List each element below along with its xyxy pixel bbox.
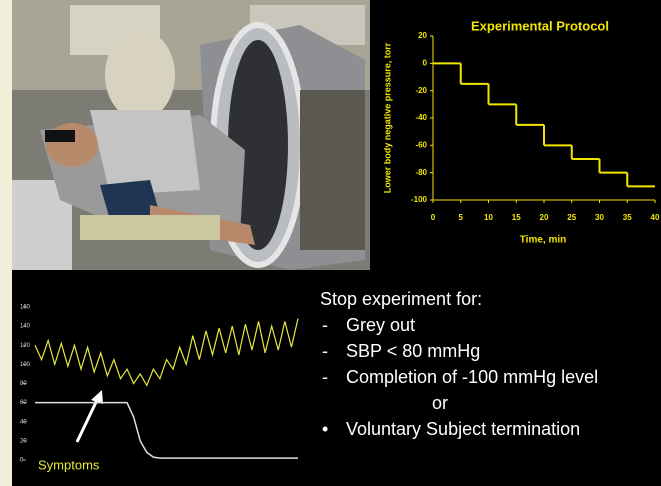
y-tick-label: 80 <box>20 381 27 387</box>
arrow-head <box>91 390 103 404</box>
y-tick-label: 0 <box>423 58 428 67</box>
y-tick-label: -40 <box>415 113 427 122</box>
y-tick-label: 160 <box>20 305 31 311</box>
list-item: Completion of -100 mmHg level <box>346 367 598 387</box>
list-item: or <box>432 393 448 413</box>
y-tick-label: -60 <box>415 140 427 149</box>
y-tick-label: 120 <box>20 343 31 349</box>
arrow-shaft <box>75 397 100 443</box>
y-axis-label: Lower body negative pressure, torr <box>382 42 392 193</box>
x-tick-label: 20 <box>540 213 549 222</box>
panel-heading: Stop experiment for: <box>320 289 482 309</box>
x-tick-label: 15 <box>512 213 521 222</box>
y-tick-label: -100 <box>411 195 428 204</box>
x-tick-label: 30 <box>595 213 604 222</box>
x-tick-label: 5 <box>459 213 464 222</box>
list-item: Voluntary Subject termination <box>346 419 580 439</box>
y-tick-label: 20 <box>418 31 427 40</box>
list-item: Grey out <box>346 315 415 335</box>
left-strip <box>0 0 12 486</box>
list-marker: - <box>322 367 328 387</box>
y-tick-label: 20 <box>20 438 27 444</box>
list-marker: - <box>322 315 328 335</box>
trace <box>35 401 298 459</box>
photo <box>12 0 370 270</box>
x-tick-label: 40 <box>651 213 660 222</box>
annotation: Symptoms <box>38 457 100 472</box>
x-tick-label: 25 <box>567 213 576 222</box>
y-tick-label: 60 <box>20 400 27 406</box>
list-marker: • <box>322 419 328 439</box>
list-marker: - <box>322 341 328 361</box>
x-axis-label: Time, min <box>520 235 567 246</box>
y-tick-label: 40 <box>20 419 27 425</box>
x-tick-label: 10 <box>484 213 493 222</box>
y-tick-label: -20 <box>415 86 427 95</box>
y-tick-label: -80 <box>415 168 427 177</box>
y-tick-label: 100 <box>20 362 31 368</box>
x-tick-label: 35 <box>623 213 632 222</box>
y-tick-label: 0 <box>20 458 24 464</box>
trace <box>34 318 299 387</box>
chart-title: Experimental Protocol <box>471 18 609 33</box>
list-item: SBP < 80 mmHg <box>346 341 480 361</box>
x-tick-label: 0 <box>431 213 436 222</box>
y-tick-label: 140 <box>20 324 31 330</box>
